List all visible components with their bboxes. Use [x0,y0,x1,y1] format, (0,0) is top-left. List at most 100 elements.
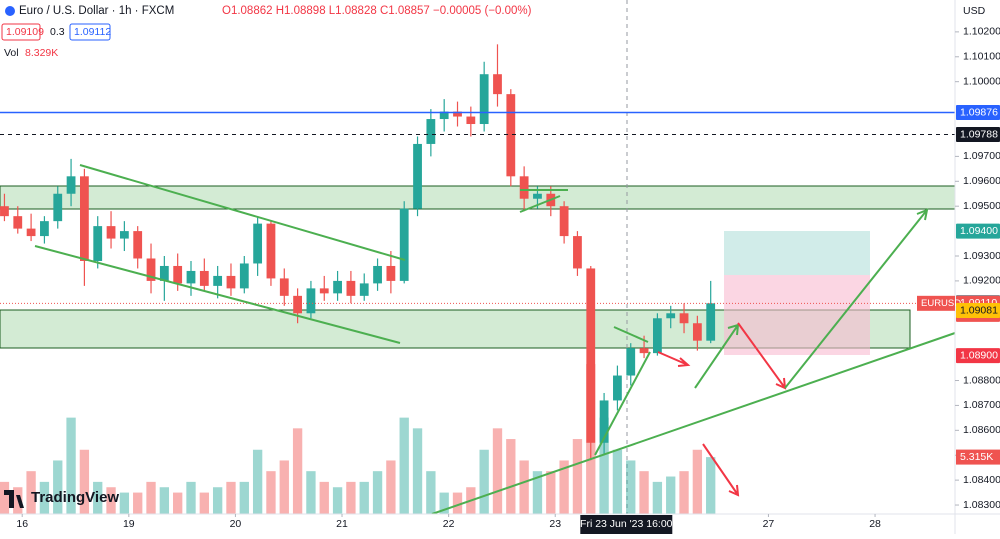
arrow [784,208,929,389]
volume-bar [652,481,663,514]
volume-bar [546,471,556,514]
volume-value: 8.329K [25,47,58,59]
candle-body [0,206,9,217]
currency: USD [963,5,986,17]
volume-bar [319,481,329,514]
candle-body [199,270,209,286]
volume-bar [479,449,489,514]
crosshair-time-label: Fri 23 Jun '23 16:00 [580,518,673,530]
volume-bar [79,449,90,514]
volume-bar [532,471,543,514]
price-label-box [956,348,1000,364]
price-label: 1.09876 [960,106,998,118]
volume-bar [306,471,316,514]
candle-body [293,295,303,314]
volume-bar [199,492,209,514]
trend-line [519,195,561,213]
x-tick-label: 23 [549,518,561,530]
volume-bar [332,487,343,514]
candle-body [26,228,36,237]
volume-bar [146,481,156,514]
buy-button[interactable] [69,23,111,41]
volume-bar [386,460,396,514]
x-tick-label: 21 [336,518,348,530]
spread: 0.3 [50,26,65,38]
candle-body [239,263,249,289]
y-tick-label: 1.08800 [963,374,1000,386]
candle-body [173,265,183,284]
y-tick-label: 1.09500 [963,200,1000,212]
candle-body [306,288,316,314]
candle-body [346,280,356,296]
supply-zone [0,185,956,210]
volume-bar [106,487,116,514]
candle-body [692,323,702,341]
trend-line [594,351,651,456]
volume-bar [692,449,703,514]
symbol-label: EURUSD [921,298,961,309]
trend-line [79,164,406,261]
y-tick-label: 1.08700 [963,399,1000,411]
chart-title: Euro / U.S. Dollar · 1h · FXCM [19,5,174,17]
trend-line [613,326,649,343]
volume-bar [599,417,609,514]
volume-bar [626,460,636,514]
candle-body [639,348,649,354]
y-tick-label: 1.09200 [963,275,1000,287]
ask[interactable]: 1.09112 [74,26,111,38]
candle-body [93,226,103,261]
ohlc: O1.08862 H1.08898 L1.08828 C1.08857 −0.0… [222,5,532,17]
candle-body [119,231,129,239]
arrow [657,351,691,367]
candle-body [66,176,76,194]
candle-body [453,111,462,117]
arrow [694,323,740,389]
candle-body [599,400,609,443]
time-axis [0,514,955,534]
x-tick-label: 20 [230,518,242,530]
candle-body [146,258,156,281]
volume-bar [226,481,236,514]
price-label-box [956,105,1000,121]
volume-bar [399,417,409,514]
y-tick-label: 1.09700 [963,150,1000,162]
volume-bar [426,471,436,514]
volume-bar [39,481,50,514]
candle-body [519,176,529,199]
x-tick-label: 22 [443,518,455,530]
volume-bar [559,460,569,514]
candle-body [40,221,49,237]
volume-bar [346,481,356,514]
y-tick-label: 1.09300 [963,250,1000,262]
candle-body [559,206,569,237]
y-tick-label: 1.09600 [963,175,1000,187]
volume-bar [133,492,143,514]
volume-bar [186,481,196,514]
candle-body [399,208,409,281]
stop-zone [724,275,870,355]
volume-bar [679,471,689,514]
volume-bar [53,460,63,514]
candle-body [493,74,502,95]
candle-body [279,278,289,296]
candle-body [413,143,422,209]
candle-body [213,275,223,286]
sell-button[interactable] [1,23,41,41]
price-label: 1.08900 [960,349,998,361]
candle-body [266,223,276,279]
volume-bar [173,492,183,514]
trend-line [431,332,956,515]
volume-bar [439,492,449,514]
target-zone [724,231,870,275]
candle-body [373,265,382,284]
candle-body [679,313,689,324]
candle-body [13,216,23,229]
bid[interactable]: 1.09109 [6,26,44,38]
candle-body [359,283,369,296]
candle-body [439,111,449,120]
volume-bar [492,428,503,514]
volume-bar [119,492,130,514]
candle-body [666,313,676,319]
price-axis [955,0,1000,534]
